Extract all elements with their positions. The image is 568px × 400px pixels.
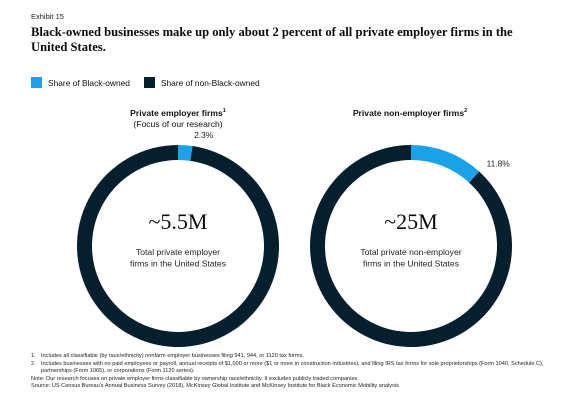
chart-footnote-ref-non-employer: 2	[464, 108, 468, 115]
legend: Share of Black-owned Share of non-Black-…	[31, 77, 274, 88]
center-total-employer: ~5.5M	[149, 209, 208, 234]
donut-slice-non-employer-share-of-black-owned	[411, 145, 480, 183]
center-caption-non-employer-line-2: firms in the United States	[363, 259, 459, 269]
chart-footnote-ref-employer: 1	[222, 108, 226, 115]
legend-label-black-owned: Share of Black-owned	[48, 77, 130, 88]
legend-label-non-black-owned: Share of non-Black-owned	[160, 77, 260, 88]
page-title: Black-owned businesses make up only abou…	[31, 25, 513, 54]
footnote-2-number: 2.	[31, 360, 36, 367]
footnote-1-number: 1.	[31, 353, 36, 359]
donut-slice-non-employer-share-of-non-black-owned	[310, 145, 512, 347]
footnote-1: 1. Includes all classifiable (by race/et…	[31, 353, 551, 361]
center-total-non-employer: ~25M	[384, 209, 437, 234]
footnote-2-text: Includes businesses with no paid employe…	[41, 360, 544, 375]
footer: 1. Includes all classifiable (by race/et…	[31, 353, 551, 391]
data-label-non-employer: 11.8%	[487, 158, 511, 168]
center-caption-employer-line-2: firms in the United States	[130, 259, 226, 269]
chart-title-non-employer: Private non-employer firms	[352, 108, 465, 118]
center-caption-non-employer-line-1: Total private non-employer	[360, 247, 461, 257]
footnote-1-text: Includes all classifiable (by race/ethni…	[41, 353, 304, 359]
chart-heading-employer: Private employer firms1 (Focus of our re…	[98, 108, 258, 130]
legend-swatch-black-owned	[31, 77, 42, 88]
footer-source: Source: US Census Bureau's Annual Busine…	[31, 383, 399, 390]
footnote-2: 2. Includes businesses with no paid empl…	[31, 361, 551, 376]
donut-slice-employer-share-of-non-black-owned	[76, 145, 279, 347]
chart-subheading-employer: (Focus of our research)	[133, 119, 223, 129]
data-label-employer: 2.3%	[194, 130, 214, 140]
legend-item-non-black-owned: Share of non-Black-owned	[143, 77, 260, 88]
donut-slice-employer-share-of-black-owned	[178, 145, 193, 161]
chart-heading-non-employer: Private non-employer firms2	[320, 108, 500, 119]
legend-item-black-owned: Share of Black-owned	[31, 77, 130, 88]
legend-swatch-non-black-owned	[143, 77, 155, 88]
exhibit-label: Exhibit 15	[31, 12, 64, 21]
center-caption-employer-line-1: Total private employer	[136, 247, 220, 257]
footer-note: Note: Our research focuses on private em…	[31, 375, 359, 382]
chart-title-employer: Private employer firms	[130, 108, 223, 118]
